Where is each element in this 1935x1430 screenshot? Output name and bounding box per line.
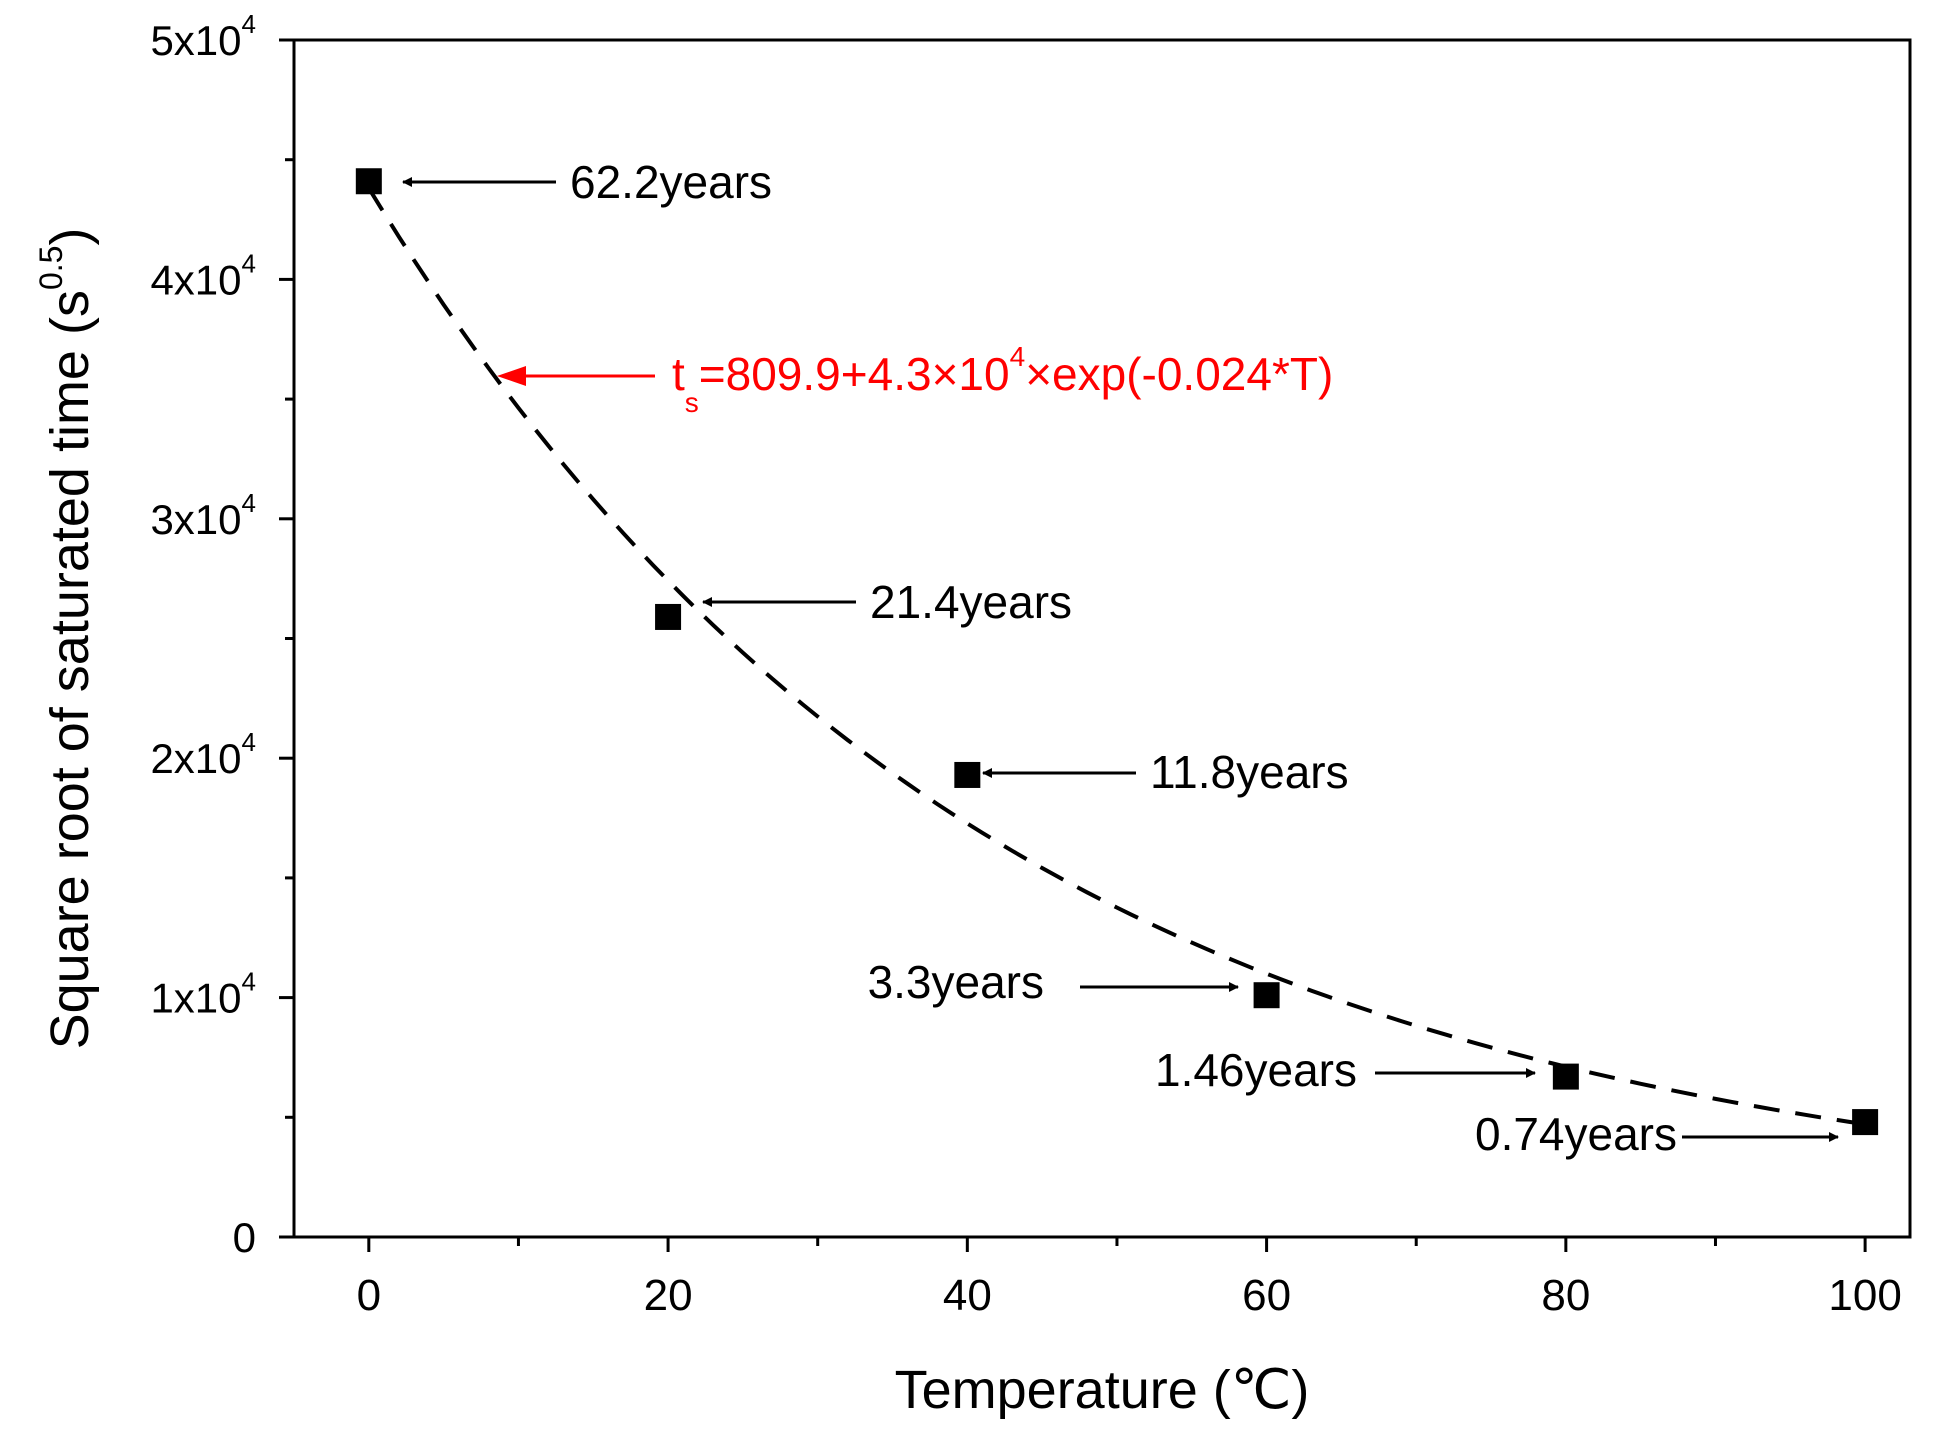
y-tick-label: 2x104	[150, 727, 256, 782]
y-tick-label: 3x104	[150, 488, 256, 543]
annotation-label: 3.3years	[868, 956, 1044, 1008]
x-tick-label: 100	[1828, 1271, 1901, 1320]
axes: 0 20 40 60 80 100 0 1x104 2x104 3x104 4x104 5x104 Te…	[33, 9, 1912, 1420]
data-point	[355, 168, 382, 195]
fit-arrow-head	[497, 366, 526, 386]
annotation-label: 21.4years	[870, 576, 1072, 628]
data-point	[1852, 1109, 1879, 1136]
annotation-label: 62.2years	[570, 156, 772, 208]
fit-equation: ts=809.9+4.3×104×exp(-0.024*T)	[672, 341, 1333, 418]
y-tick-label: 4x104	[150, 248, 256, 303]
data-point	[655, 603, 682, 630]
x-tick-label: 60	[1242, 1271, 1291, 1320]
x-tick-label: 40	[943, 1271, 992, 1320]
y-tick-label: 0	[233, 1214, 256, 1261]
data-point	[954, 761, 981, 788]
annotations: 62.2years 21.4years 11.8years 3.3years 1.46y…	[402, 156, 1839, 1160]
x-tick-label: 80	[1541, 1271, 1590, 1320]
fit-curve-group	[367, 187, 1866, 1127]
x-tick-label: 0	[357, 1271, 381, 1320]
annotation-label: 1.46years	[1155, 1044, 1357, 1096]
plot-frame	[292, 38, 1912, 1239]
annotation-label: 11.8years	[1150, 746, 1349, 798]
data-point	[1253, 982, 1280, 1009]
y-axis-label: Square root of saturated time (s0.5)	[33, 228, 100, 1050]
y-tick-label: 5x104	[150, 9, 256, 64]
x-axis-label: Temperature (℃)	[895, 1360, 1310, 1420]
data-point	[1552, 1063, 1579, 1090]
y-tick-label: 1x104	[150, 967, 256, 1022]
data-points	[355, 168, 1879, 1136]
annotation-label: 0.74years	[1475, 1108, 1677, 1160]
fit-curve	[367, 187, 1866, 1127]
x-tick-label: 20	[644, 1271, 693, 1320]
